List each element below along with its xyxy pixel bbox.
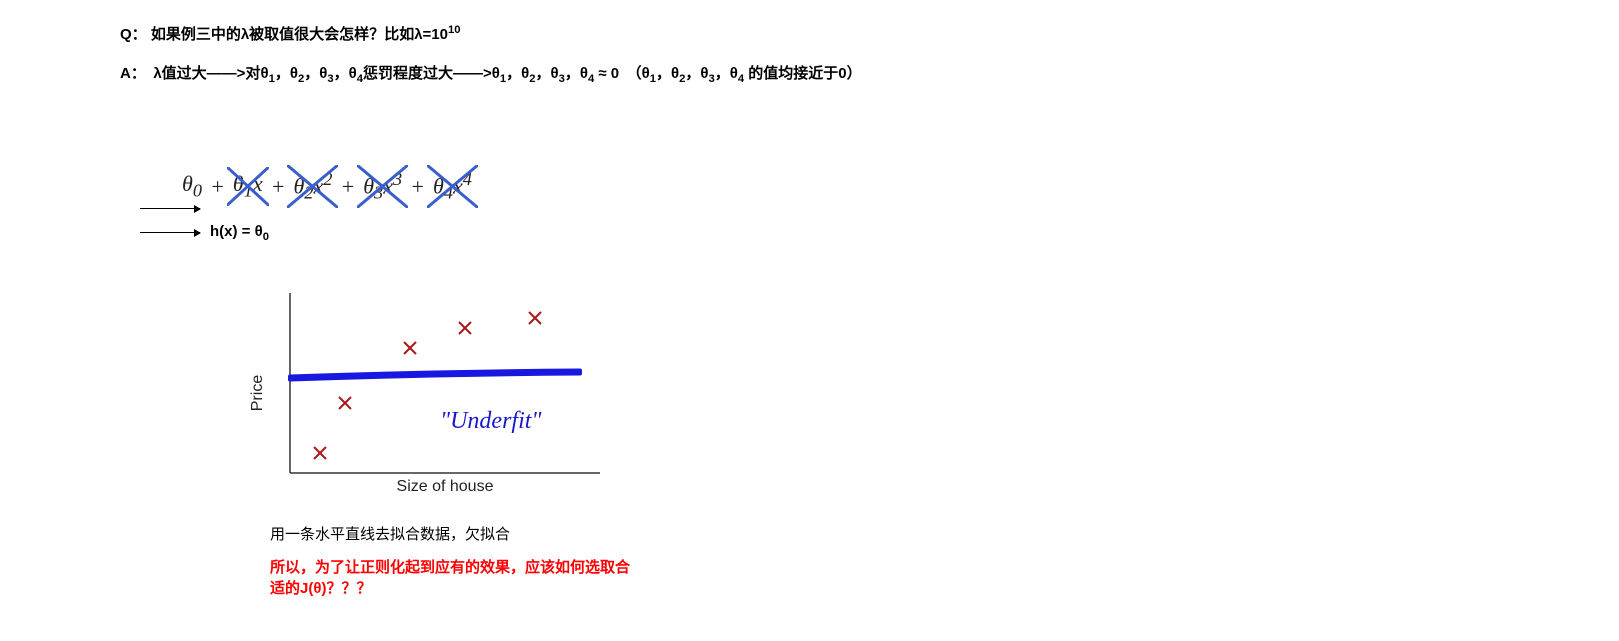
term-theta4: θ4x4 bbox=[431, 169, 474, 204]
followup-question: 所以，为了让正则化起到应有的效果，应该如何选取合适的J(θ)？？？ bbox=[270, 556, 640, 598]
term-theta2: θ2x2 bbox=[291, 169, 334, 204]
formula-section: θ0 + θ1x + θ2x2 + θ3x3 + θ4x4 bbox=[140, 169, 1499, 243]
hx-formula: h(x) = θ0 bbox=[210, 223, 269, 243]
answer-line: A： λ值过大——>对θ1，θ2，θ3，θ4惩罚程度过大——>θ1，θ2，θ3，… bbox=[120, 60, 1499, 89]
svg-text:Size of house: Size of house bbox=[397, 478, 494, 493]
q-text1: 如果例三中的λ被取值很大会怎样？比如λ=10 bbox=[151, 26, 448, 43]
arrow-icon bbox=[140, 232, 200, 233]
arrow-icon bbox=[140, 208, 200, 209]
svg-text:"Underfit": "Underfit" bbox=[440, 408, 542, 434]
chart-caption: 用一条水平直线去拟合数据，欠拟合 bbox=[270, 523, 640, 544]
q-exponent: 10 bbox=[448, 24, 461, 36]
q-prefix: Q： bbox=[120, 26, 147, 43]
underfit-chart: Price Size of house "Underfit" 用一条水平直线去拟合数… bbox=[240, 283, 640, 598]
question-line: Q： 如果例三中的λ被取值很大会怎样？比如λ=1010 bbox=[120, 20, 1499, 48]
svg-text:Price: Price bbox=[249, 375, 266, 412]
term-theta3: θ3x3 bbox=[361, 169, 404, 204]
a-prefix: A： bbox=[120, 65, 138, 82]
term-theta0: θ0 bbox=[180, 171, 204, 201]
term-theta1: θ1x bbox=[231, 171, 265, 201]
polynomial-formula: θ0 + θ1x + θ2x2 + θ3x3 + θ4x4 bbox=[180, 169, 474, 204]
scatter-chart: Price Size of house "Underfit" bbox=[240, 283, 620, 493]
